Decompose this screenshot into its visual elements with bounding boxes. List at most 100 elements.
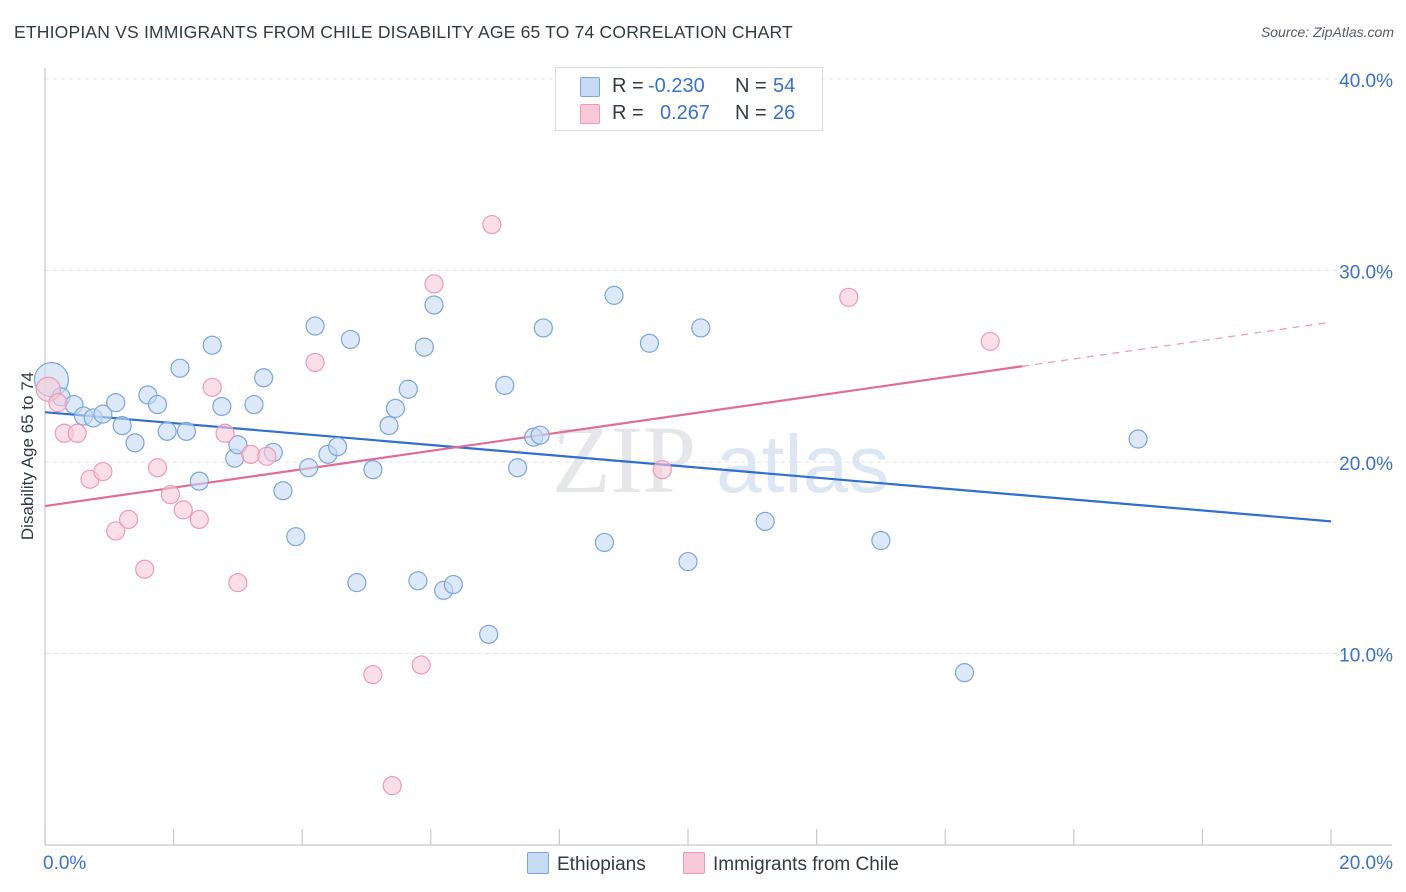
- legend-r-value-ethiopians: -0.230: [648, 75, 705, 97]
- y-tick-label: 30.0%: [1339, 263, 1393, 284]
- point-chile: [228, 573, 248, 593]
- legend-n-label: N =: [735, 75, 767, 97]
- y-tick-label: 40.0%: [1339, 71, 1393, 92]
- point-ethiopians: [340, 329, 361, 350]
- watermark-atlas: atlas: [716, 419, 889, 510]
- chart-source: Source: ZipAtlas.com: [1260, 24, 1394, 40]
- point-ethiopians: [1128, 429, 1148, 449]
- point-chile: [48, 393, 68, 413]
- bottom-legend-chile: Immigrants from Chile: [683, 852, 899, 876]
- bottom-legend-label-ethiopians: Ethiopians: [557, 854, 646, 875]
- trendline-chile-extension: [1022, 321, 1332, 367]
- point-ethiopians: [228, 435, 248, 455]
- point-chile: [93, 461, 113, 482]
- bottom-legend-swatch-ethiopians: [527, 852, 549, 874]
- point-chile: [215, 423, 235, 443]
- point-chile: [67, 423, 87, 443]
- point-ethiopians: [299, 458, 319, 478]
- legend-n-label: N =: [735, 102, 767, 124]
- point-ethiopians: [147, 394, 168, 415]
- point-ethiopians: [254, 368, 274, 388]
- bottom-legend-label-chile: Immigrants from Chile: [713, 854, 899, 875]
- point-ethiopians: [594, 532, 615, 553]
- point-ethiopians: [414, 337, 434, 357]
- legend-r-value-chile: 0.267: [660, 102, 711, 124]
- legend-n-value-ethiopians: 54: [773, 75, 796, 97]
- point-ethiopians: [327, 437, 348, 457]
- point-chile: [652, 460, 672, 480]
- point-ethiopians: [678, 551, 698, 572]
- point-ethiopians: [347, 573, 367, 593]
- x-tick-label: 20.0%: [1339, 853, 1393, 874]
- legend-r-label: R =: [612, 75, 644, 97]
- legend-swatch-chile: [580, 104, 600, 124]
- point-ethiopians: [106, 393, 126, 413]
- chart-title: ETHIOPIAN VS IMMIGRANTS FROM CHILE DISAB…: [14, 22, 793, 42]
- point-chile: [363, 664, 383, 685]
- point-chile: [135, 559, 155, 579]
- point-chile: [106, 521, 126, 541]
- point-ethiopians: [871, 530, 891, 551]
- data-points: [33, 214, 1148, 796]
- axes: [44, 68, 1392, 846]
- point-ethiopians: [125, 433, 145, 453]
- point-ethiopians: [379, 416, 399, 436]
- point-ethiopians: [604, 285, 624, 305]
- point-chile: [147, 458, 168, 478]
- bottom-legend-ethiopians: Ethiopians: [527, 852, 646, 876]
- point-chile: [424, 274, 444, 294]
- point-ethiopians: [424, 295, 444, 315]
- gridlines: [45, 78, 1392, 654]
- point-ethiopians: [202, 335, 222, 355]
- bottom-legend-swatch-chile: [683, 852, 705, 874]
- point-ethiopians: [244, 394, 264, 415]
- point-chile: [202, 377, 222, 397]
- point-chile: [241, 444, 261, 464]
- point-ethiopians: [363, 460, 383, 480]
- y-tick-label: 20.0%: [1339, 454, 1393, 475]
- point-ethiopians: [755, 511, 775, 531]
- point-ethiopians: [305, 316, 325, 336]
- point-ethiopians: [691, 318, 711, 338]
- point-ethiopians: [157, 421, 177, 441]
- point-ethiopians: [639, 333, 660, 353]
- point-chile: [173, 500, 193, 520]
- point-chile: [257, 446, 277, 466]
- legend-r-label: R =: [612, 102, 644, 124]
- point-chile: [305, 352, 325, 373]
- watermark-zip: ZIP: [552, 406, 696, 513]
- x-tick-label: 0.0%: [43, 853, 86, 874]
- point-chile: [980, 331, 1000, 351]
- point-ethiopians: [189, 471, 209, 491]
- point-ethiopians: [273, 481, 293, 501]
- tick-labels: 10.0% 20.0% 30.0% 40.0% 0.0% 20.0%: [43, 71, 1393, 874]
- trendline-ethiopians: [44, 411, 1332, 523]
- point-chile: [839, 287, 859, 307]
- point-ethiopians: [385, 398, 406, 418]
- point-chile: [411, 655, 431, 675]
- point-chile: [160, 484, 180, 505]
- point-chile: [118, 509, 139, 530]
- point-ethiopians: [176, 421, 197, 441]
- point-ethiopians: [495, 375, 515, 395]
- legend-swatch-ethiopians: [580, 77, 600, 97]
- point-ethiopians: [112, 416, 132, 436]
- point-ethiopians: [170, 358, 190, 378]
- point-ethiopians: [533, 318, 553, 338]
- point-chile: [189, 509, 209, 530]
- point-ethiopians: [408, 571, 428, 591]
- point-ethiopians: [286, 527, 306, 547]
- point-ethiopians: [530, 425, 550, 445]
- point-ethiopians: [508, 458, 528, 478]
- point-ethiopians: [212, 396, 232, 417]
- point-chile: [382, 776, 402, 796]
- point-ethiopians: [954, 663, 975, 683]
- stats-legend: R = -0.230 N = 54 R = 0.267 N = 26: [555, 67, 823, 131]
- point-ethiopians: [398, 379, 418, 399]
- point-ethiopians: [443, 574, 463, 595]
- point-ethiopians: [93, 404, 113, 424]
- y-tick-label: 10.0%: [1339, 646, 1393, 667]
- point-chile: [482, 214, 502, 235]
- legend-n-value-chile: 26: [773, 102, 796, 124]
